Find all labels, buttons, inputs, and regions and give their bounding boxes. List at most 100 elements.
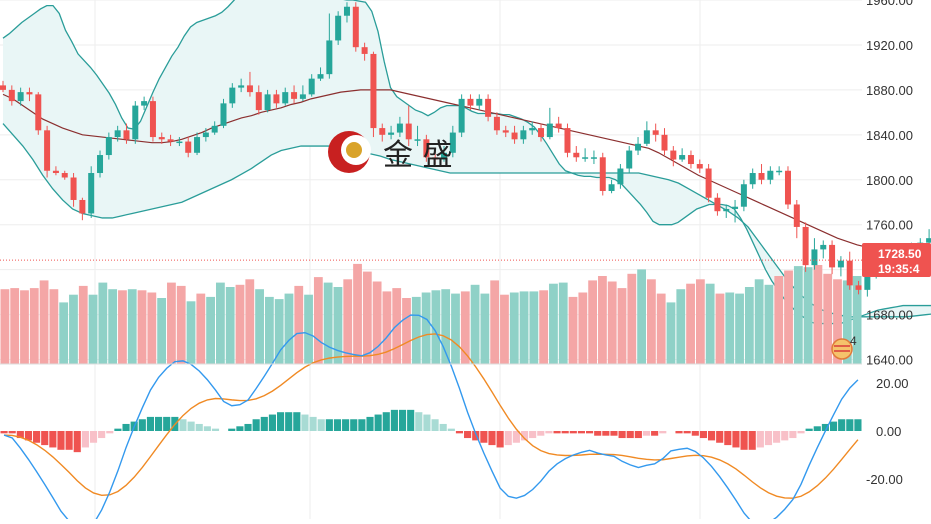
volume-bar [813,265,823,364]
volume-bar [715,293,725,364]
candle-body [123,130,130,140]
candle-body [8,89,15,102]
volume-bar [627,273,637,364]
macd-histogram-bar [854,419,862,431]
candle-body [652,130,659,135]
volume-bar [500,294,509,364]
macd-histogram-bar [602,431,610,436]
macd-histogram-bar [179,419,187,431]
volume-bar [157,298,167,364]
macd-histogram-bar [333,419,342,431]
volume-bar [78,285,88,364]
volume-bar [695,279,705,364]
candle-body [291,92,298,99]
price-axis: 1640.001680.001720.001760.001800.001840.… [866,0,913,368]
candle-body [687,155,694,165]
logo-text: 金 盛 [383,138,453,173]
candle-body [626,150,633,169]
volume-bar [823,273,833,364]
volume-bar [686,283,695,364]
bollinger-middle-line [2,89,931,259]
volume-bar [490,280,500,364]
macd-histogram-bar [423,414,431,431]
macd-histogram-bar [821,423,829,431]
candle-body [61,173,68,178]
candle-body [44,130,51,171]
macd-histogram-bar [317,419,325,431]
macd-histogram-bar [594,431,602,436]
volume-bar [147,292,157,364]
candle-body [802,226,809,266]
macd-histogram-bar [390,409,398,431]
candle-body [79,199,86,214]
candle-body [749,173,756,185]
volume-bar [470,284,480,364]
macd-histogram-bar [659,431,667,434]
candle-body [282,92,289,104]
macd-histogram-bar [813,426,821,431]
candle-body [52,170,59,174]
volume-bar [705,283,715,364]
candle-body [573,152,580,158]
macd-histogram-bar [724,431,732,446]
candle-body [582,157,589,159]
macd-histogram-bar [350,419,358,431]
candle-body [317,74,324,79]
macd-histogram-bar [382,412,390,431]
price-tick-label: 1640.00 [866,353,913,368]
volume-bar [98,282,108,364]
candle-body [388,132,395,135]
volume-bar [245,279,255,364]
macd-histogram-bar [707,431,716,441]
macd-histogram-bar [114,428,122,431]
macd-histogram-bar [8,431,16,434]
macd-tick-label: 20.00 [876,376,909,391]
candle-body [485,98,492,117]
candle-body [529,128,536,131]
volume-bar [29,288,39,364]
candle-body [141,101,148,106]
bollinger-fill [3,0,931,324]
volume-bar [666,302,676,364]
events-badge[interactable]: 4 [831,334,857,360]
candle-body [723,208,730,212]
volume-bar [372,281,382,364]
candle-body [502,130,509,133]
volume-bar [549,283,558,364]
candle-body [167,139,174,142]
macd-histogram-bar [276,412,285,431]
volume-bar [176,285,186,364]
macd-histogram-bar [268,414,276,431]
candle-body [617,168,624,185]
candle-body [599,157,606,191]
volume-bar [362,271,372,364]
volume-bar [647,279,656,364]
volume-bar [69,294,78,364]
macd-histogram-bar [683,431,691,434]
macd-histogram-bar [195,423,203,431]
macd-histogram-bar [415,412,423,431]
macd-histogram-bar [512,431,520,443]
candle-body [926,238,931,243]
volume-bar [313,277,323,364]
volume-bar [294,285,304,364]
candle-body [837,260,844,268]
macd-dif-line [3,314,859,524]
macd-histogram-bar [16,431,24,439]
macd-histogram-bar [805,428,813,431]
macd-histogram-bar [781,431,789,441]
macd-histogram-bar [439,423,447,431]
us-flag-icon[interactable] [831,338,853,360]
price-tick-label: 1920.00 [866,38,913,53]
macd-histogram-bar [545,431,553,434]
macd-histogram-bar [407,409,415,431]
candle-body [273,94,280,104]
macd-histogram-bar [260,416,268,431]
candle-body [423,139,430,158]
macd-histogram-bar [553,431,561,434]
candle-body [467,98,474,106]
volume-bar [49,289,59,364]
candle-body [149,101,156,138]
